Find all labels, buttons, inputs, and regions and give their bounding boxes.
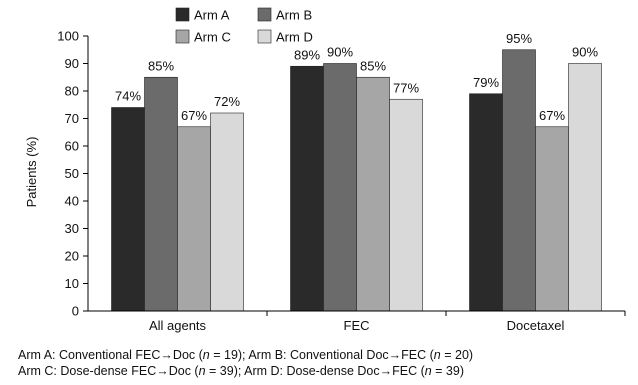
legend-label: Arm D — [276, 30, 313, 45]
footnote-text: = 19); Arm B: Conventional Doc→FEC ( — [209, 348, 434, 362]
y-axis: 0 10 20 30 40 50 60 70 80 90 100 — [57, 29, 89, 319]
data-label: 85% — [360, 58, 386, 73]
bars — [111, 49, 602, 312]
footnote-n: n — [198, 364, 206, 378]
bar — [568, 63, 602, 312]
bar — [177, 126, 211, 312]
footnote-text: Arm A: Conventional FEC→Doc ( — [18, 348, 203, 362]
x-category-label: Docetaxel — [507, 318, 565, 333]
footnote-text: = 39) — [431, 364, 464, 378]
y-tick-label: 40 — [65, 194, 79, 209]
footnote-text: Arm C: Dose-dense FEC→Doc ( — [18, 364, 199, 378]
legend-label: Arm B — [276, 8, 312, 23]
legend-swatch — [175, 7, 190, 22]
y-tick-label: 50 — [65, 166, 79, 181]
y-tick-label: 100 — [57, 29, 79, 44]
data-label: 95% — [506, 31, 532, 46]
y-tick-label: 70 — [65, 111, 79, 126]
bar — [389, 98, 423, 312]
y-tick-label: 60 — [65, 139, 79, 154]
data-label: 67% — [539, 108, 565, 123]
data-label: 90% — [572, 45, 598, 60]
data-label: 85% — [148, 58, 174, 73]
footnote-text: = 39); Arm D: Dose-dense Doc→FEC ( — [205, 364, 425, 378]
data-label: 74% — [115, 89, 141, 104]
footnote-line-2: Arm C: Dose-dense FEC→Doc (n = 39); Arm … — [18, 363, 464, 379]
legend: Arm A Arm B Arm C Arm D — [175, 7, 313, 45]
bar — [323, 63, 357, 312]
legend-swatch — [175, 29, 190, 44]
footnote-text: = 20) — [440, 348, 474, 362]
bar — [469, 93, 503, 312]
legend-label: Arm C — [194, 30, 231, 45]
legend-label: Arm A — [194, 8, 230, 23]
bar — [210, 112, 244, 312]
y-tick-label: 10 — [65, 276, 79, 291]
y-tick-label: 90 — [65, 56, 79, 71]
data-label: 90% — [327, 45, 353, 60]
bar — [144, 76, 178, 312]
footnote-n: n — [433, 348, 441, 362]
x-category-label: FEC — [344, 318, 370, 333]
footnote-line-1: Arm A: Conventional FEC→Doc (n = 19); Ar… — [18, 347, 473, 363]
y-tick-label: 80 — [65, 84, 79, 99]
y-tick-label: 0 — [72, 304, 79, 319]
data-label: 67% — [181, 108, 207, 123]
x-category-label: All agents — [149, 318, 207, 333]
legend-swatch — [257, 7, 272, 22]
data-label: 89% — [294, 47, 320, 62]
bar — [111, 107, 145, 312]
data-label: 72% — [214, 94, 240, 109]
y-tick-label: 20 — [65, 249, 79, 264]
data-label: 79% — [473, 75, 499, 90]
bar — [356, 76, 390, 312]
bar — [290, 65, 324, 312]
x-axis: All agents FEC Docetaxel — [88, 310, 626, 333]
bar — [535, 126, 569, 312]
footnote-n: n — [202, 348, 210, 362]
y-axis-title: Patients (%) — [24, 137, 39, 208]
data-labels: 74% 85% 67% 72% 89% 90% 85% 77% 79% 95% 67% 90% — [115, 31, 598, 123]
data-label: 77% — [393, 80, 419, 95]
legend-swatch — [257, 29, 272, 44]
y-tick-label: 30 — [65, 221, 79, 236]
bar — [502, 49, 536, 312]
footnote-n: n — [424, 364, 432, 378]
bar-chart: Arm A Arm B Arm C Arm D Patients (%) 0 10 20 3… — [24, 7, 626, 333]
